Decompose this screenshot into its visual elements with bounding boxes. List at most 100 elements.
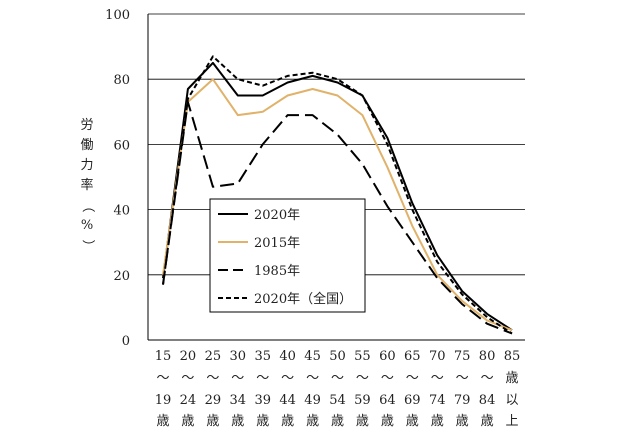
x-tick-label-part: 歳: [281, 414, 294, 429]
y-axis-label-char: 力: [80, 158, 94, 173]
y-axis-label-char: 労: [80, 118, 94, 133]
x-tick-label-part: 〜: [206, 371, 219, 386]
x-tick-label-part: 歳: [256, 414, 269, 429]
x-tick-label-part: 35: [254, 349, 271, 364]
x-tick-label-part: 39: [254, 393, 271, 408]
x-tick-label-part: 〜: [331, 371, 344, 386]
y-tick-label: 60: [113, 138, 130, 153]
x-tick-label: 45 〜 49 歳: [304, 349, 321, 429]
x-tick-label-part: 70: [429, 349, 446, 364]
y-axis-label-char: （: [80, 199, 95, 213]
x-tick-label-part: 歳: [456, 414, 469, 429]
x-tick-label-part: 歳: [156, 414, 169, 429]
x-tick-label-part: 歳: [431, 414, 444, 429]
x-tick-label-part: 74: [429, 393, 446, 408]
legend-label: 2020年: [254, 208, 300, 223]
legend-label: 1985年: [254, 264, 300, 279]
x-tick-label: 55 〜 59 歳: [354, 349, 371, 429]
x-tick-label: 25 〜 29 歳: [205, 349, 222, 429]
legend-label: 2015年: [254, 236, 300, 251]
x-tick-label-part: 歳: [481, 414, 494, 429]
x-tick-label-part: 〜: [156, 371, 169, 386]
y-axis-label-char: ）: [80, 239, 95, 253]
x-tick-label-part: 80: [479, 349, 496, 364]
x-tick-label: 80 〜 84 歳: [479, 349, 496, 429]
series-line-1: [162, 61, 513, 332]
x-tick-label-part: 55: [354, 349, 371, 364]
x-tick-label: 35 〜 39 歳: [254, 349, 271, 429]
x-tick-label-part: 49: [304, 393, 321, 408]
x-tick-label: 65 〜 69 歳: [404, 349, 421, 429]
x-tick-label: 40 〜 44 歳: [279, 349, 296, 429]
x-tick-label-part: 29: [205, 393, 222, 408]
x-tick-label-part: 34: [230, 393, 247, 408]
x-tick-label-part: 24: [180, 393, 197, 408]
x-tick-label-part: 20: [180, 349, 197, 364]
x-tick-label-part: 25: [205, 349, 222, 364]
series-lines: [162, 55, 513, 335]
y-axis-label-char: %: [80, 218, 94, 233]
x-tick-label-part: 54: [329, 393, 346, 408]
x-tick-label-part: 64: [379, 393, 396, 408]
y-axis-label-char: 率: [80, 178, 94, 193]
x-tick-label-part: 歳: [181, 414, 194, 429]
series-line-3: [162, 101, 513, 335]
x-tick-label: 75 〜 79 歳: [454, 349, 471, 429]
x-tick-label-part: 65: [404, 349, 421, 364]
x-tick-label-part: 50: [329, 349, 346, 364]
x-tick-label-part: 79: [454, 393, 471, 408]
legend-label: 2020年（全国）: [254, 291, 352, 307]
x-tick-label: 15 〜 19 歳: [155, 349, 172, 429]
x-tick-label-part: 40: [279, 349, 296, 364]
x-tick-label-part: 〜: [456, 371, 469, 386]
x-tick-label-part: 〜: [481, 371, 494, 386]
y-tick-label: 80: [113, 73, 130, 88]
x-tick-label-part: 以: [505, 393, 518, 408]
y-tick-label: 20: [113, 269, 130, 284]
x-tick-label-part: 歳: [231, 414, 244, 429]
x-tick-label-part: 〜: [231, 371, 244, 386]
x-tick-label-part: 〜: [306, 371, 319, 386]
x-tick-label-part: 〜: [431, 371, 444, 386]
y-tick-label: 40: [113, 204, 130, 219]
x-tick-labels: 15〜19歳20〜24歳25〜29歳30〜34歳35〜39歳40〜44歳45〜4…: [155, 349, 521, 429]
x-tick-label-part: 30: [230, 349, 247, 364]
x-tick-label-part: 歳: [406, 414, 419, 429]
x-tick-label: 50 〜 54 歳: [329, 349, 346, 429]
x-tick-label-part: 15: [155, 349, 172, 364]
x-tick-label: 60 〜 64 歳: [379, 349, 396, 429]
x-tick-label-part: 歳: [505, 371, 518, 386]
x-tick-label: 30 〜 34 歳: [230, 349, 247, 429]
x-tick-label: 85 歳以上: [504, 349, 521, 429]
x-tick-label-part: 〜: [256, 371, 269, 386]
y-tick-label: 100: [105, 8, 130, 23]
x-tick-label-part: 〜: [406, 371, 419, 386]
x-tick-label-part: 歳: [331, 414, 344, 429]
y-tick-label: 0: [122, 334, 130, 349]
x-tick-label-part: 45: [304, 349, 321, 364]
legend: 2020年 2015年 1985年 2020年（全国）: [209, 198, 366, 313]
x-tick-label-part: 59: [354, 393, 371, 408]
x-tick-label-part: 84: [479, 393, 496, 408]
series-line-2: [162, 78, 513, 332]
legend-box: [209, 198, 366, 313]
x-tick-label: 70 〜 74 歳: [429, 349, 446, 429]
x-tick-label-part: 歳: [356, 414, 369, 429]
x-tick-label-part: 〜: [281, 371, 294, 386]
x-tick-label-part: 69: [404, 393, 421, 408]
y-axis-label-char: 働: [80, 138, 94, 153]
x-tick-label-part: 60: [379, 349, 396, 364]
x-tick-label-part: 〜: [356, 371, 369, 386]
x-tick-label-part: 歳: [381, 414, 394, 429]
y-tick-labels: 0 20 40 60 80 100: [105, 8, 130, 349]
x-tick-label-part: 44: [279, 393, 296, 408]
x-tick-label-part: 19: [155, 393, 172, 408]
x-tick-label: 20 〜 24 歳: [180, 349, 197, 429]
x-tick-label-part: 歳: [306, 414, 319, 429]
x-tick-label-part: 〜: [381, 371, 394, 386]
x-tick-label-part: 上: [505, 414, 518, 429]
x-tick-label-part: 〜: [181, 371, 194, 386]
x-tick-label-part: 85: [504, 349, 521, 364]
